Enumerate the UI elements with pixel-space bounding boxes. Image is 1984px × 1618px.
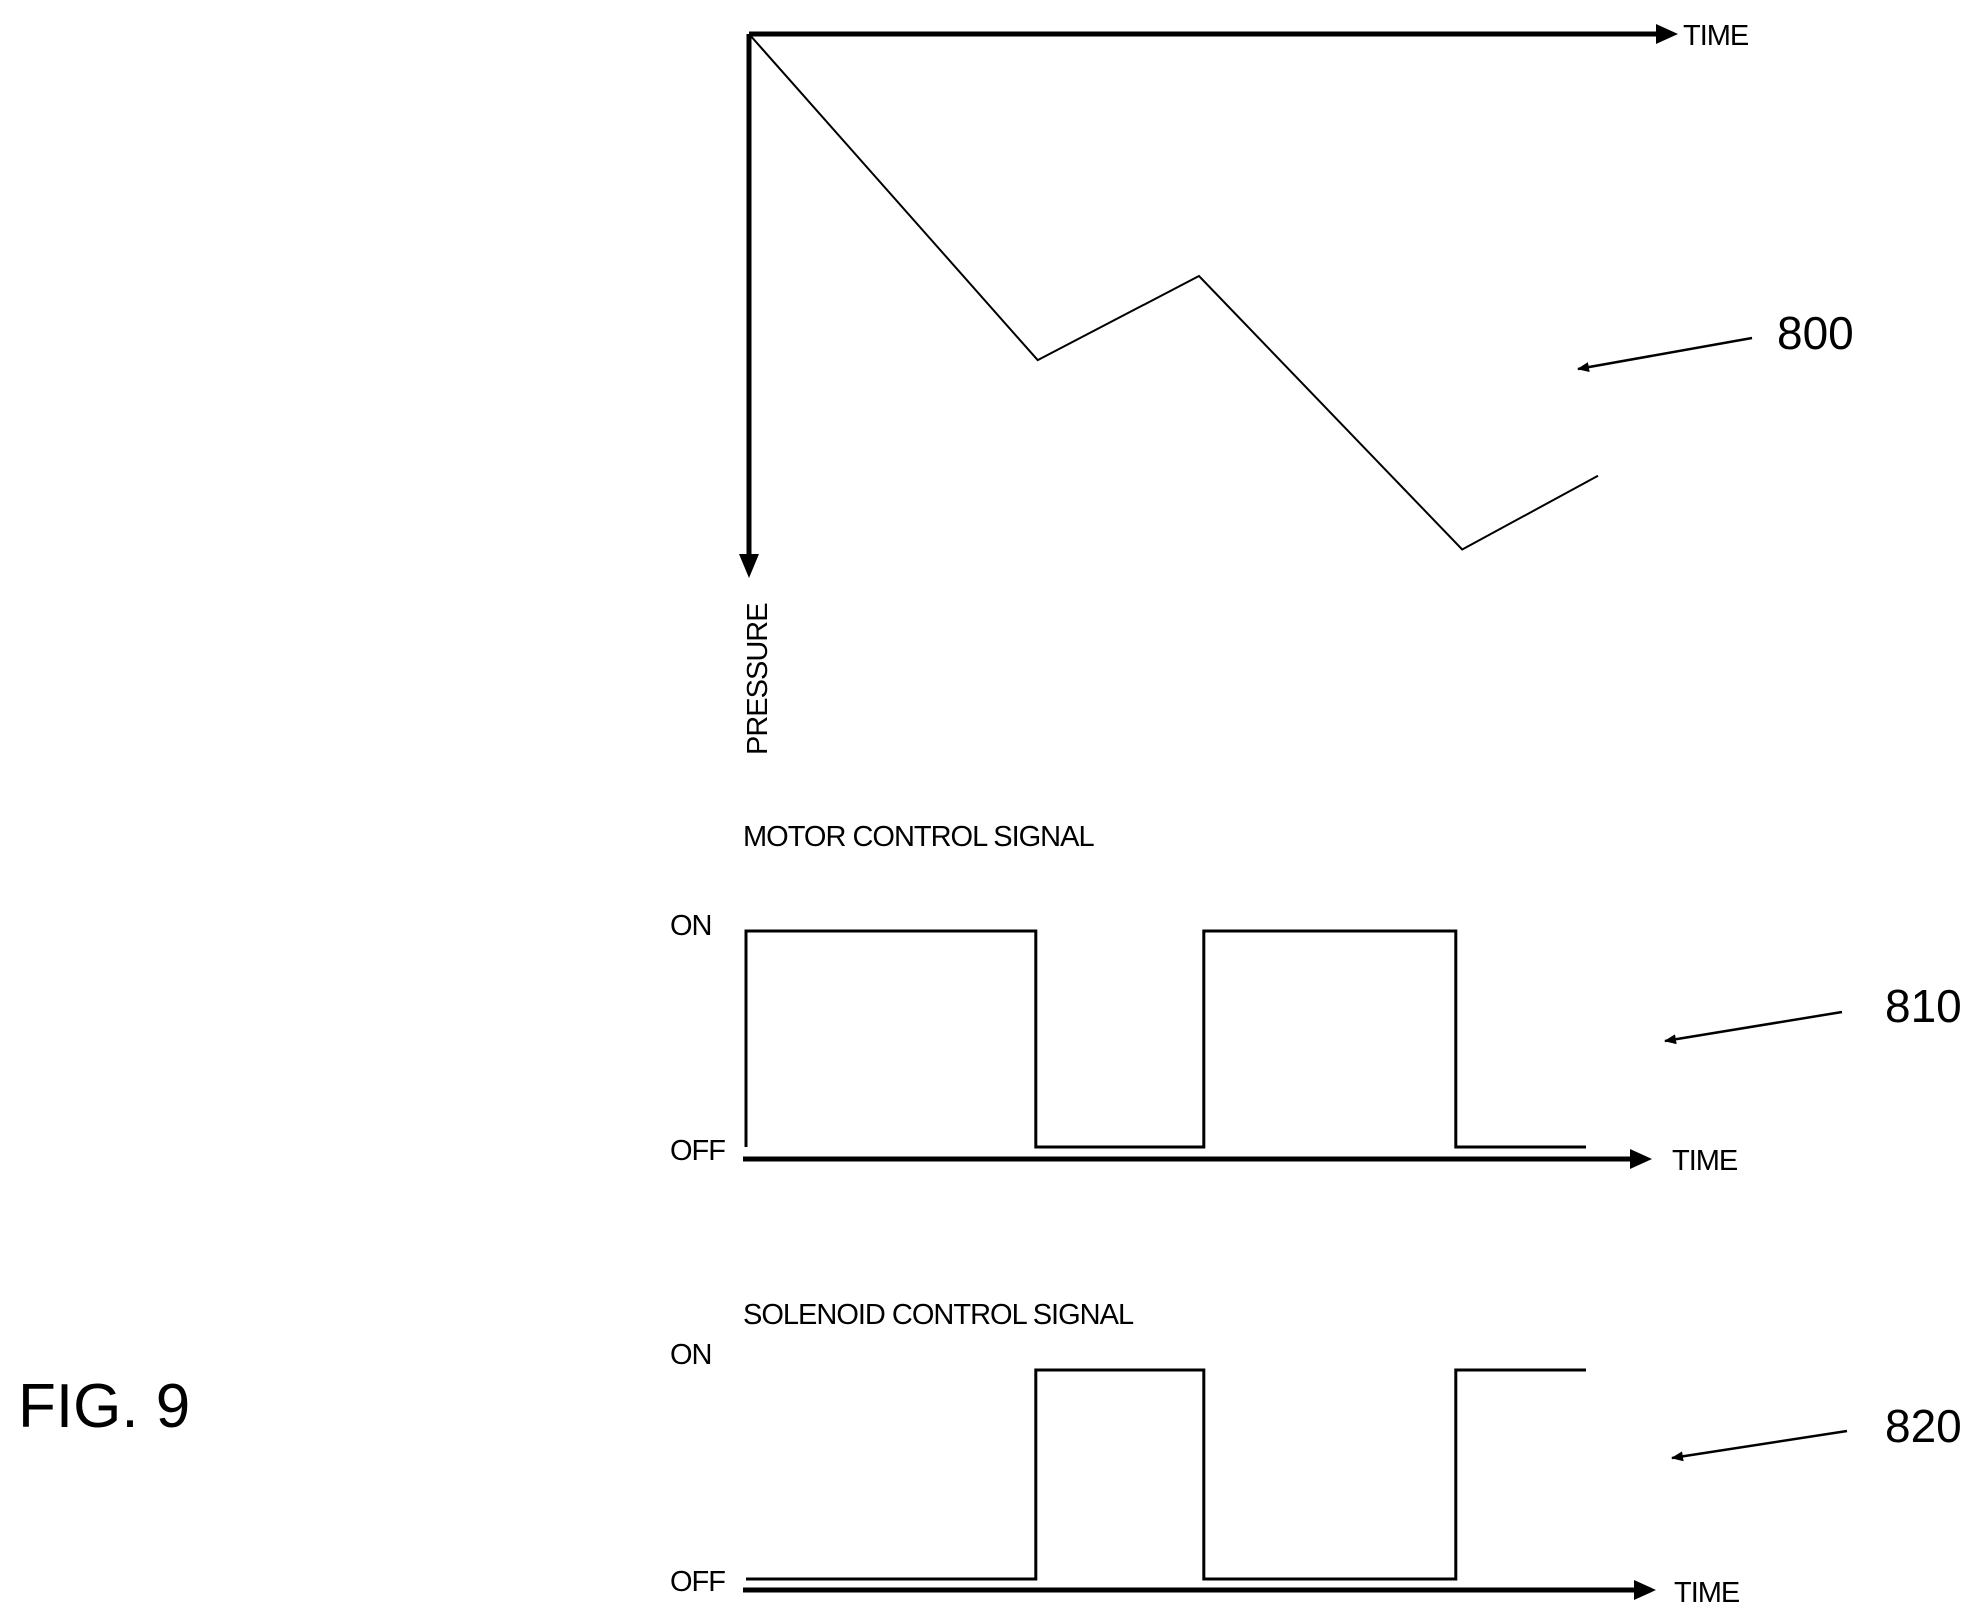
- reference-arrow-820: [1671, 1429, 1848, 1462]
- solenoid-signal-trace: [746, 1368, 1586, 1581]
- motor-time-axis-arrow: [1630, 1149, 1652, 1169]
- pressure-axis-label: PRESSURE: [742, 603, 774, 755]
- solenoid-panel-title: SOLENOID CONTROL SIGNAL: [743, 1299, 1134, 1331]
- solenoid-time-axis-label: TIME: [1674, 1577, 1740, 1609]
- pressure-panel: TIME PRESSURE 800: [739, 20, 1854, 755]
- solenoid-time-axis-arrow: [1634, 1580, 1656, 1600]
- motor-signal-trace: [744, 929, 1586, 1149]
- motor-time-axis-label: TIME: [1672, 1145, 1738, 1177]
- reference-arrow-810: [1664, 1010, 1843, 1045]
- motor-on-label: ON: [670, 910, 712, 942]
- pressure-trace: [748, 33, 1599, 551]
- reference-numeral-800: 800: [1777, 307, 1854, 359]
- motor-off-label: OFF: [670, 1135, 725, 1167]
- pressure-time-axis-label: TIME: [1683, 20, 1749, 52]
- reference-numeral-820: 820: [1885, 1400, 1962, 1452]
- reference-numeral-810: 810: [1885, 980, 1962, 1032]
- motor-panel-title: MOTOR CONTROL SIGNAL: [743, 821, 1094, 853]
- solenoid-off-label: OFF: [670, 1566, 725, 1598]
- solenoid-panel: SOLENOID CONTROL SIGNAL ON OFF TIME 820: [670, 1299, 1962, 1609]
- pressure-axis-arrow: [739, 554, 759, 578]
- reference-arrow-800: [1577, 336, 1753, 372]
- motor-panel: MOTOR CONTROL SIGNAL ON OFF TIME 810: [670, 821, 1962, 1177]
- pressure-time-axis-arrow: [1656, 24, 1678, 44]
- solenoid-on-label: ON: [670, 1339, 712, 1371]
- figure-label: FIG. 9: [18, 1372, 190, 1441]
